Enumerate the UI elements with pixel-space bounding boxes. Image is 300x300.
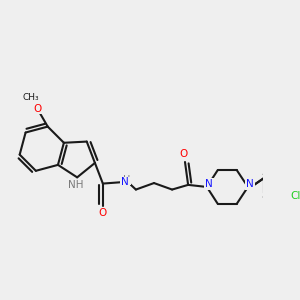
Text: CH₃: CH₃ [22,93,39,102]
Text: O: O [99,208,107,218]
Text: O: O [33,103,41,113]
Text: N: N [246,179,254,189]
Text: NH: NH [68,180,83,190]
Text: N: N [121,177,129,187]
Text: N: N [205,179,213,189]
Text: Cl: Cl [290,191,300,201]
Text: O: O [180,149,188,159]
Text: H: H [123,175,130,185]
